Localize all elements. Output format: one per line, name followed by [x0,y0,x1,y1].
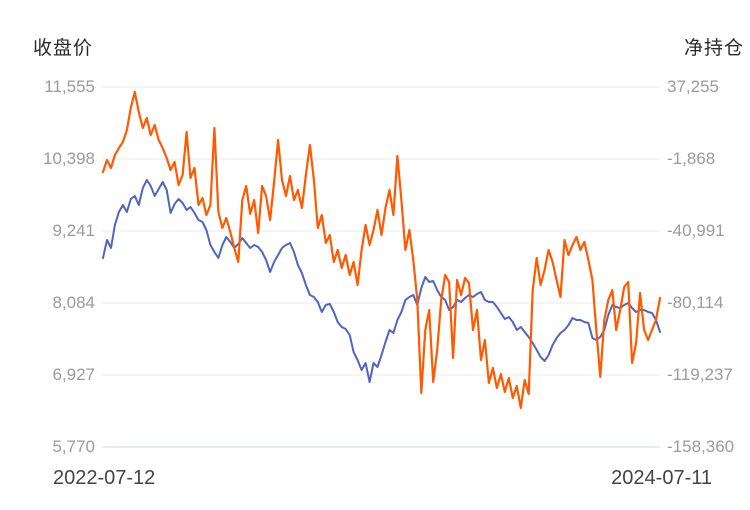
left-axis-title: 收盘价 [33,38,94,59]
left-axis-tick-label: 10,398 [43,149,95,168]
right-axis-tick-label: -158,360 [667,437,735,456]
close-price-line [102,179,661,383]
right-axis-title: 净持仓 [683,38,744,59]
x-axis-start-label: 2022-07-12 [53,467,156,489]
right-axis-tick-label: -1,868 [667,149,716,168]
right-axis-tick-label: -40,991 [667,221,725,240]
left-axis-tick-label: 8,084 [52,293,95,312]
right-axis-tick-label: 37,255 [667,77,719,96]
left-axis-tick-label: 6,927 [52,365,95,384]
right-axis-tick-label: -119,237 [667,365,733,384]
x-axis-end-label: 2024-07-11 [611,467,712,489]
left-axis-tick-label: 11,555 [44,77,95,96]
net-position-line [101,90,662,410]
right-axis-tick-label: -80,114 [667,293,724,312]
left-axis-tick-label: 9,241 [52,221,95,240]
left-axis-tick-label: 5,770 [52,437,95,456]
